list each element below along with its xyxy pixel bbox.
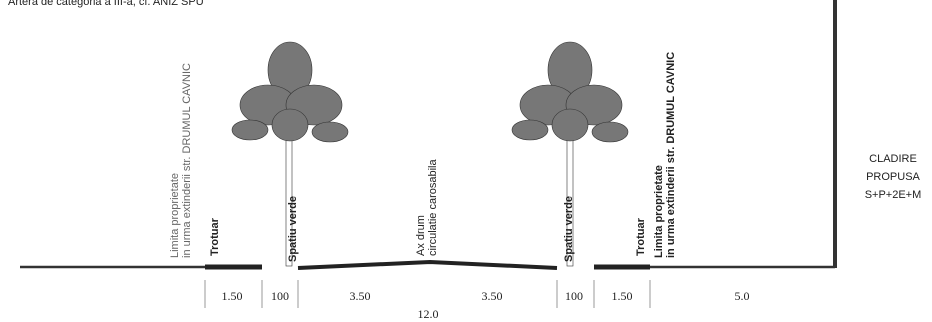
- building-line: CLADIRE: [869, 153, 917, 165]
- right-sidewalk-label: Trotuar: [635, 217, 647, 256]
- tree-left: [231, 41, 349, 267]
- dimension: 3.50: [482, 289, 503, 303]
- total-dimension: 12.0: [418, 307, 439, 321]
- dimension-ticks: [204, 280, 651, 308]
- dimension: 100: [271, 289, 289, 303]
- tree-right: [511, 41, 629, 267]
- right-limit-line-2: in urma extinderii str. DRUMUL CAVNIC: [665, 52, 677, 258]
- right-limit-line-1: Limita proprietate: [653, 165, 665, 258]
- dimension: 5.0: [735, 289, 750, 303]
- road: [297, 259, 558, 270]
- dimension: 3.50: [350, 289, 371, 303]
- dimension: 100: [565, 289, 583, 303]
- left-sidewalk-label: Trotuar: [209, 217, 221, 256]
- left-green-label: Spatiu verde: [287, 196, 299, 262]
- axis-line-1: Ax drum: [415, 215, 427, 256]
- title: Artera de categoria a III-a, cf. ANIZ SP…: [8, 0, 204, 8]
- right-green-label: Spatiu verde: [563, 196, 575, 262]
- left-limit-line-2: in urma extinderii str. DRUMUL CAVNIC: [181, 63, 193, 258]
- left-limit-line-1: Limita proprietate: [169, 173, 181, 258]
- dimension: 1.50: [222, 289, 243, 303]
- axis-line-2: circulatie carosabila: [427, 159, 439, 256]
- dimension: 1.50: [612, 289, 633, 303]
- building-line: S+P+2E+M: [865, 189, 922, 201]
- building-line: PROPUSA: [866, 171, 920, 183]
